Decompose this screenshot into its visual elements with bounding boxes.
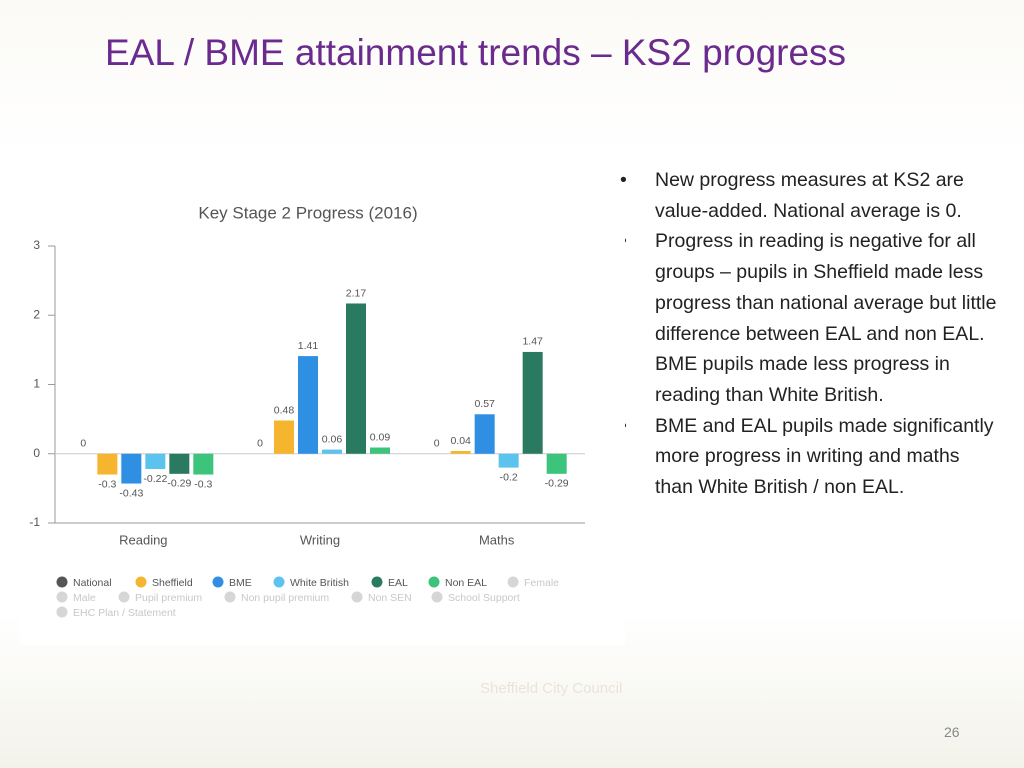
bar <box>274 420 294 454</box>
bar <box>546 453 567 474</box>
value-label: 0.09 <box>370 431 391 443</box>
x-tick-label: Reading <box>119 532 167 547</box>
legend-marker <box>135 576 147 588</box>
legend-label: Sheffield <box>152 577 193 589</box>
y-tick-label: -1 <box>29 515 40 529</box>
legend-marker <box>273 576 285 588</box>
bar <box>322 449 342 454</box>
y-tick-label: 3 <box>33 238 40 252</box>
chart-title: Key Stage 2 Progress (2016) <box>198 203 417 222</box>
legend-label: BME <box>229 577 252 589</box>
legend-marker <box>507 576 519 588</box>
value-label: -0.3 <box>98 478 116 490</box>
value-label: -0.3 <box>194 478 212 490</box>
legend-marker <box>56 591 68 603</box>
legend-marker <box>56 576 68 588</box>
value-label: 0.04 <box>450 435 471 447</box>
bar <box>474 414 495 454</box>
value-label: 0 <box>80 438 86 450</box>
slide-title: EAL / BME attainment trends – KS2 progre… <box>105 32 847 73</box>
value-label: 1.41 <box>298 340 319 352</box>
legend-label: National <box>73 577 112 589</box>
bar <box>346 303 366 454</box>
bar <box>193 453 214 475</box>
bullet-list: New progress measures at KS2 are value-a… <box>618 165 998 503</box>
bar <box>498 453 519 468</box>
chart: Key Stage 2 Progress (2016) -1 0 1 2 3 Readin… <box>20 185 625 645</box>
legend-label: Non pupil premium <box>241 592 329 604</box>
bullet: New progress measures at KS2 are value-a… <box>618 165 998 226</box>
legend-marker <box>212 576 224 588</box>
bullet: Progress in reading is negative for all … <box>618 226 998 410</box>
legend-marker <box>351 591 363 603</box>
value-label: 0.48 <box>274 404 295 416</box>
bar <box>298 356 318 454</box>
legend-label: Female <box>524 577 559 589</box>
value-label: 2.17 <box>346 287 367 299</box>
legend-marker <box>118 591 130 603</box>
bullet: BME and EAL pupils made significantly mo… <box>618 411 998 503</box>
value-label: -0.2 <box>500 471 518 483</box>
value-label: 0 <box>434 438 440 450</box>
value-label: 0.57 <box>474 398 495 410</box>
legend-label: Pupil premium <box>135 592 202 604</box>
bar <box>121 453 142 484</box>
y-tick-label: 2 <box>33 307 40 321</box>
legend-label: EAL <box>388 577 408 589</box>
value-label: 0 <box>257 438 263 450</box>
value-label: -0.22 <box>143 473 167 485</box>
bar <box>169 453 190 474</box>
x-tick-label: Maths <box>479 532 515 547</box>
value-label: -0.29 <box>167 478 191 490</box>
value-label: 0.06 <box>322 433 343 445</box>
bar <box>145 453 166 469</box>
y-tick-label: 1 <box>33 377 40 391</box>
page-number: 26 <box>944 724 960 740</box>
value-label: 1.47 <box>522 336 543 348</box>
legend-label: White British <box>290 577 349 589</box>
legend-label: Male <box>73 592 96 604</box>
bar <box>522 351 543 454</box>
bar <box>97 453 118 475</box>
bar <box>370 447 390 454</box>
value-label: -0.29 <box>545 478 569 490</box>
legend-marker <box>431 591 443 603</box>
legend-marker <box>371 576 383 588</box>
y-tick-label: 0 <box>33 446 40 460</box>
legend-label: Non SEN <box>368 592 412 604</box>
x-tick-label: Writing <box>300 532 340 547</box>
bar <box>450 450 471 454</box>
legend-marker <box>428 576 440 588</box>
legend-marker <box>56 606 68 618</box>
legend-label: Non EAL <box>445 577 487 589</box>
value-label: -0.43 <box>119 487 143 499</box>
legend-label: EHC Plan / Statement <box>73 607 176 619</box>
legend-label: School Support <box>448 592 520 604</box>
watermark: Sheffield City Council <box>480 680 623 697</box>
legend-marker <box>224 591 236 603</box>
